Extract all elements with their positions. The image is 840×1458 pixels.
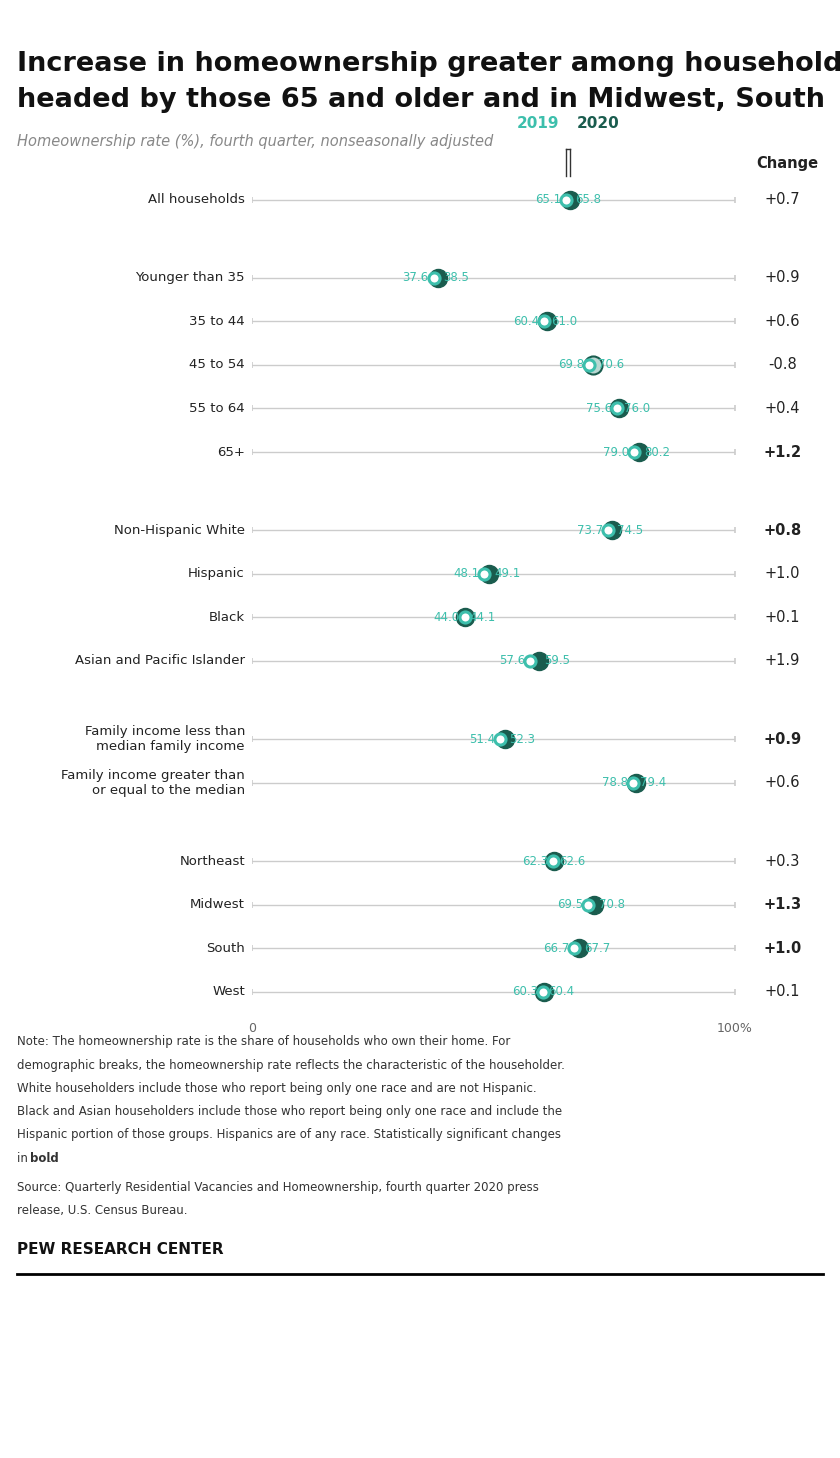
Text: +0.6: +0.6 <box>764 776 800 790</box>
Text: 79.0: 79.0 <box>602 446 628 458</box>
Text: Hispanic portion of those groups. Hispanics are of any race. Statistically signi: Hispanic portion of those groups. Hispan… <box>17 1128 561 1142</box>
Text: +0.7: +0.7 <box>764 192 800 207</box>
Text: headed by those 65 and older and in Midwest, South: headed by those 65 and older and in Midw… <box>17 87 825 114</box>
Text: 35 to 44: 35 to 44 <box>189 315 245 328</box>
Text: 76.0: 76.0 <box>624 402 650 416</box>
Text: Increase in homeownership greater among households: Increase in homeownership greater among … <box>17 51 840 77</box>
Text: Note: The homeownership rate is the share of households who own their home. For: Note: The homeownership rate is the shar… <box>17 1035 510 1048</box>
Text: 61.0: 61.0 <box>552 315 578 328</box>
Text: Midwest: Midwest <box>190 898 245 911</box>
Text: Hispanic: Hispanic <box>188 567 245 580</box>
Text: +0.9: +0.9 <box>764 732 801 746</box>
Text: Northeast: Northeast <box>179 854 245 868</box>
Text: bold: bold <box>30 1152 59 1165</box>
Text: 45 to 54: 45 to 54 <box>189 359 245 372</box>
Text: 74.5: 74.5 <box>617 523 643 537</box>
Text: 67.7: 67.7 <box>584 942 610 955</box>
Text: Source: Quarterly Residential Vacancies and Homeownership, fourth quarter 2020 p: Source: Quarterly Residential Vacancies … <box>17 1181 538 1194</box>
Text: Black: Black <box>209 611 245 624</box>
Text: +0.3: +0.3 <box>764 853 800 869</box>
Text: South: South <box>206 942 245 955</box>
Text: 2020: 2020 <box>576 117 619 131</box>
Text: 65+: 65+ <box>217 446 245 458</box>
Text: Younger than 35: Younger than 35 <box>135 271 245 284</box>
Text: Asian and Pacific Islander: Asian and Pacific Islander <box>75 655 245 668</box>
Text: in: in <box>17 1152 31 1165</box>
Text: demographic breaks, the homeownership rate reflects the characteristic of the ho: demographic breaks, the homeownership ra… <box>17 1059 564 1072</box>
Text: Non-Hispanic White: Non-Hispanic White <box>114 523 245 537</box>
Text: 70.8: 70.8 <box>599 898 625 911</box>
Text: Change: Change <box>757 156 818 171</box>
Text: 79.4: 79.4 <box>640 776 667 789</box>
Text: 44.0: 44.0 <box>433 611 459 624</box>
Text: +1.0: +1.0 <box>764 566 800 582</box>
Text: 2019: 2019 <box>517 117 559 131</box>
Text: 62.3: 62.3 <box>522 854 548 868</box>
Text: PEW RESEARCH CENTER: PEW RESEARCH CENTER <box>17 1242 223 1257</box>
Text: release, U.S. Census Bureau.: release, U.S. Census Bureau. <box>17 1204 187 1217</box>
Text: 60.4: 60.4 <box>512 315 539 328</box>
Text: +1.0: +1.0 <box>763 940 801 955</box>
Text: 66.7: 66.7 <box>543 942 570 955</box>
Text: White householders include those who report being only one race and are not Hisp: White householders include those who rep… <box>17 1082 537 1095</box>
Text: 55 to 64: 55 to 64 <box>189 402 245 416</box>
Text: 37.6: 37.6 <box>402 271 428 284</box>
Text: +0.9: +0.9 <box>764 270 800 286</box>
Text: -0.8: -0.8 <box>768 357 796 372</box>
Text: 44.1: 44.1 <box>470 611 496 624</box>
Text: +0.1: +0.1 <box>764 984 800 999</box>
Text: 70.6: 70.6 <box>598 359 624 372</box>
Text: 60.3: 60.3 <box>512 986 538 999</box>
Text: 52.3: 52.3 <box>509 733 535 745</box>
Text: 49.1: 49.1 <box>494 567 520 580</box>
Text: Homeownership rate (%), fourth quarter, nonseasonally adjusted: Homeownership rate (%), fourth quarter, … <box>17 134 493 149</box>
Text: +0.6: +0.6 <box>764 313 800 330</box>
Text: .: . <box>47 1152 51 1165</box>
Text: 65.1: 65.1 <box>535 192 562 206</box>
Text: 69.8: 69.8 <box>558 359 585 372</box>
Text: 38.5: 38.5 <box>443 271 469 284</box>
Text: +0.1: +0.1 <box>764 609 800 625</box>
Text: Family income greater than
or equal to the median: Family income greater than or equal to t… <box>61 768 245 796</box>
Text: 59.5: 59.5 <box>544 655 570 668</box>
Text: 57.6: 57.6 <box>499 655 525 668</box>
Text: 78.8: 78.8 <box>601 776 627 789</box>
Text: +0.8: +0.8 <box>763 523 801 538</box>
Text: 48.1: 48.1 <box>454 567 480 580</box>
Text: 65.8: 65.8 <box>575 192 601 206</box>
Text: 51.4: 51.4 <box>470 733 496 745</box>
Text: +1.3: +1.3 <box>764 897 801 913</box>
Text: 73.7: 73.7 <box>577 523 603 537</box>
Text: 60.4: 60.4 <box>549 986 575 999</box>
Text: +0.4: +0.4 <box>764 401 800 416</box>
Text: Black and Asian householders include those who report being only one race and in: Black and Asian householders include tho… <box>17 1105 562 1118</box>
Text: All households: All households <box>148 192 245 206</box>
Text: 80.2: 80.2 <box>644 446 670 458</box>
Text: West: West <box>213 986 245 999</box>
Text: +1.2: +1.2 <box>764 445 801 459</box>
Text: 69.5: 69.5 <box>557 898 583 911</box>
Text: Family income less than
median family income: Family income less than median family in… <box>85 725 245 754</box>
Text: +1.9: +1.9 <box>764 653 800 668</box>
Text: 62.6: 62.6 <box>559 854 585 868</box>
Text: 75.6: 75.6 <box>586 402 612 416</box>
